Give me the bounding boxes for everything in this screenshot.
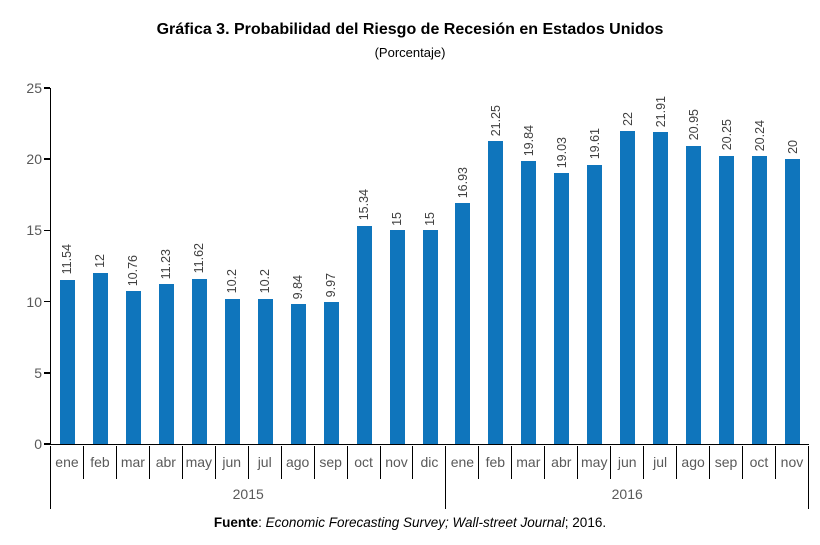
- month-label: ene: [51, 445, 84, 479]
- bar: [719, 155, 735, 444]
- bar-value-label: 15: [390, 211, 405, 226]
- bar-value-label: 9.97: [324, 272, 339, 298]
- year-label: 2016: [446, 478, 809, 509]
- month-label: jul: [249, 445, 282, 479]
- bar: [158, 284, 174, 444]
- month-label: oct: [743, 445, 776, 479]
- bar-value-label: 16.93: [455, 166, 470, 198]
- bar: [323, 302, 339, 444]
- bar: [59, 279, 75, 444]
- bar: [653, 132, 669, 444]
- bar: [422, 230, 438, 444]
- bar-value-label: 15.34: [357, 189, 372, 221]
- x-axis-month-row: ene feb mar abr may jun jul ago sep oct nov dic ene f…: [50, 445, 809, 479]
- bar-value-label: 19.84: [521, 125, 536, 157]
- bar: [488, 141, 504, 444]
- bar: [455, 202, 471, 444]
- month-label: sep: [315, 445, 348, 479]
- month-label: ene: [446, 445, 480, 479]
- month-label: jun: [611, 445, 645, 479]
- bar-value-label: 10.76: [126, 254, 141, 286]
- bar: [191, 278, 207, 444]
- month-label: jun: [216, 445, 249, 479]
- bar: [389, 230, 405, 444]
- month-label: mar: [512, 445, 546, 479]
- bar: [686, 145, 702, 444]
- y-tick-mark: [44, 229, 50, 232]
- y-tick-label: 25: [26, 80, 42, 96]
- bar-value-label: 19.03: [554, 136, 569, 169]
- bar: [290, 303, 306, 444]
- y-tick-label: 10: [26, 293, 42, 310]
- month-label: nov: [381, 445, 414, 479]
- month-label: feb: [479, 445, 513, 479]
- bar-value-label: 19.61: [587, 128, 602, 160]
- chart-title: Gráfica 3. Probabilidad del Riesgo de Re…: [156, 21, 664, 38]
- bar-value-label: 10.2: [225, 269, 240, 294]
- bar-value-label: 12: [93, 254, 108, 269]
- source-note: Fuente: Economic Forecasting Survey; Wal…: [0, 515, 820, 530]
- bar-value-label: 22: [620, 111, 635, 126]
- bar-value-label: 20.95: [686, 109, 701, 141]
- bar-value-label: 10.2: [258, 269, 273, 294]
- bar-value-label: 9.84: [291, 274, 306, 299]
- month-label: sep: [710, 445, 744, 479]
- y-tick-mark: [44, 158, 50, 160]
- y-tick-mark: [44, 87, 50, 89]
- x-axis-year-row: 2015 2016: [50, 478, 809, 509]
- bar: [257, 298, 273, 444]
- source-suffix: ; 2016.: [564, 515, 607, 530]
- month-label: jul: [644, 445, 678, 479]
- y-tick-label: 0: [34, 436, 42, 452]
- month-label: oct: [348, 445, 381, 479]
- bar: [785, 159, 801, 444]
- bar-value-label: 15: [423, 211, 437, 226]
- bar: [587, 164, 603, 444]
- y-tick-mark: [44, 300, 50, 303]
- month-label: ago: [282, 445, 315, 479]
- month-label: abr: [545, 445, 579, 479]
- month-label: abr: [150, 445, 183, 479]
- bar: [92, 273, 108, 444]
- chart-subtitle: (Porcentaje): [374, 45, 446, 60]
- bar: [620, 130, 636, 444]
- bar-value-label: 21.25: [488, 105, 503, 137]
- bar-value-label: 11.62: [192, 243, 207, 274]
- month-label: feb: [84, 445, 117, 479]
- bar: [125, 290, 141, 444]
- year-label: 2015: [51, 478, 447, 509]
- bar: [554, 173, 570, 444]
- month-label: ago: [677, 445, 711, 479]
- y-tick-label: 20: [26, 151, 42, 168]
- y-tick-label: 5: [34, 364, 42, 381]
- bar-value-label: 20.25: [719, 119, 734, 151]
- bar-value-label: 11.54: [60, 244, 75, 275]
- y-tick-mark: [44, 443, 50, 445]
- bar: [521, 161, 537, 444]
- bar-value-label: 11.23: [159, 248, 174, 280]
- source-separator: :: [258, 515, 266, 530]
- y-tick-mark: [44, 372, 50, 374]
- bar: [224, 298, 240, 444]
- bar-value-label: 20.24: [752, 119, 767, 151]
- bar-value-label: 20: [785, 140, 800, 155]
- plot-area: 11.54 12 10.76 11.23 11.62 10.2 10.2 9.84 9.97 15…: [50, 88, 809, 445]
- bar: [752, 155, 768, 444]
- y-tick-label: 15: [26, 222, 42, 239]
- bar: [356, 225, 372, 444]
- bar-value-label: 21.91: [653, 95, 668, 127]
- source-label: Fuente: [213, 515, 259, 530]
- month-label: may: [578, 445, 612, 479]
- month-label: may: [183, 445, 216, 479]
- source-text: Economic Forecasting Survey; Wall-street…: [265, 515, 565, 530]
- month-label: mar: [117, 445, 150, 479]
- month-label: nov: [776, 445, 809, 479]
- month-label: dic: [413, 445, 447, 479]
